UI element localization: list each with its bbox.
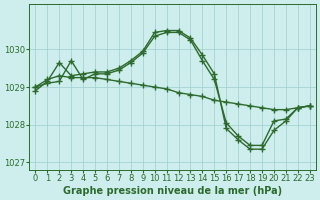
X-axis label: Graphe pression niveau de la mer (hPa): Graphe pression niveau de la mer (hPa) <box>63 186 282 196</box>
